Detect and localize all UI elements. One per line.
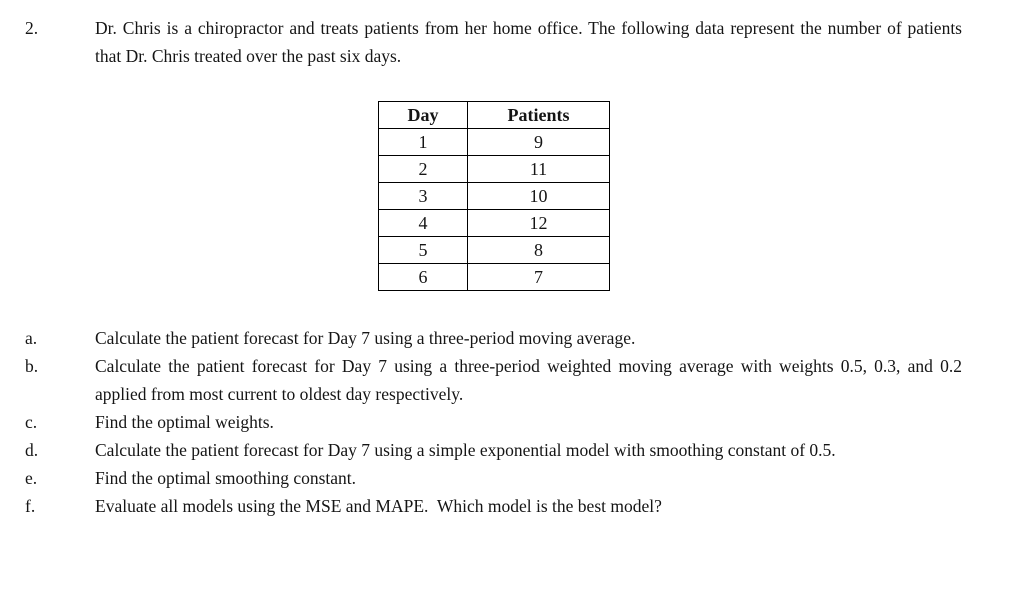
table-cell-patients: 9 <box>467 128 610 156</box>
question-item: b. Calculate the patient forecast for Day… <box>25 352 962 408</box>
table-cell-day: 1 <box>378 128 468 156</box>
question-item: f. Evaluate all models using the MSE and … <box>25 492 962 520</box>
table-cell-patients: 7 <box>467 263 610 291</box>
question-item: a. Calculate the patient forecast for Day… <box>25 324 962 352</box>
table-cell-day: 4 <box>378 209 468 237</box>
patient-table: Day Patients 1 9 2 11 3 10 4 12 5 8 6 7 <box>378 101 610 291</box>
table-row: 2 11 <box>378 155 610 183</box>
table-cell-day: 2 <box>378 155 468 183</box>
question-item: c. Find the optimal weights. <box>25 408 962 436</box>
question-text: Calculate the patient forecast for Day 7… <box>95 328 636 348</box>
table-row: 4 12 <box>378 209 610 237</box>
question-text: Evaluate all models using the MSE and MA… <box>95 496 662 516</box>
table-cell-patients: 11 <box>467 155 610 183</box>
question-label: b. <box>25 356 39 376</box>
problem-number: 2. <box>25 18 39 38</box>
question-item: e. Find the optimal smoothing constant. <box>25 464 962 492</box>
table-header-day: Day <box>378 101 468 129</box>
question-label: f. <box>25 496 36 516</box>
table-cell-patients: 8 <box>467 236 610 264</box>
table-cell-day: 6 <box>378 263 468 291</box>
question-label: a. <box>25 328 38 348</box>
questions-list: a. Calculate the patient forecast for Day… <box>25 324 962 520</box>
table-cell-day: 5 <box>378 236 468 264</box>
question-text: Find the optimal smoothing constant. <box>95 468 357 488</box>
table-header-patients: Patients <box>467 101 610 129</box>
question-text: Calculate the patient forecast for Day 7… <box>95 440 836 460</box>
table-cell-patients: 12 <box>467 209 610 237</box>
question-item: d. Calculate the patient forecast for Day… <box>25 436 962 464</box>
problem-text: Dr. Chris is a chiropractor and treats p… <box>95 18 967 66</box>
table-cell-day: 3 <box>378 182 468 210</box>
question-label: d. <box>25 440 39 460</box>
table-header-row: Day Patients <box>378 101 610 129</box>
question-label: c. <box>25 412 38 432</box>
patient-table-body: 1 9 2 11 3 10 4 12 5 8 6 7 <box>378 128 610 291</box>
table-row: 3 10 <box>378 182 610 210</box>
table-cell-patients: 10 <box>467 182 610 210</box>
question-text: Find the optimal weights. <box>95 412 274 432</box>
question-label: e. <box>25 468 38 488</box>
question-text: Calculate the patient forecast for Day 7… <box>95 356 967 404</box>
patient-table-container: Day Patients 1 9 2 11 3 10 4 12 5 8 6 7 <box>378 101 962 291</box>
problem-statement: 2. Dr. Chris is a chiropractor and treat… <box>25 14 962 70</box>
